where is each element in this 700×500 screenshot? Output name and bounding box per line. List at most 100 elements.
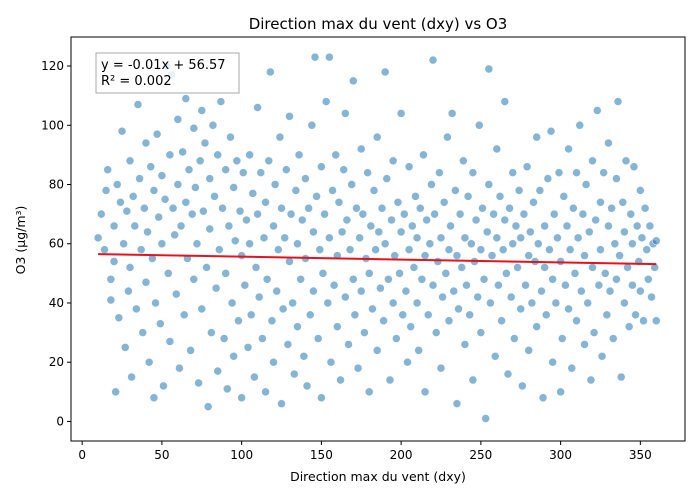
- data-point: [186, 346, 195, 355]
- data-point: [283, 340, 293, 349]
- data-point: [597, 351, 607, 361]
- data-point: [258, 334, 267, 343]
- data-point: [459, 156, 468, 166]
- data-point: [620, 298, 629, 308]
- data-point: [436, 233, 446, 243]
- data-point: [624, 322, 634, 331]
- data-point: [267, 316, 277, 326]
- data-point: [436, 363, 446, 373]
- data-point: [376, 283, 385, 293]
- data-point: [644, 274, 653, 284]
- data-point: [232, 156, 242, 166]
- data-point: [269, 221, 278, 231]
- data-point: [237, 393, 246, 403]
- data-point: [583, 298, 593, 308]
- data-point: [297, 215, 307, 225]
- data-point: [293, 239, 302, 249]
- data-point: [208, 120, 218, 130]
- data-point: [269, 357, 278, 367]
- data-point: [100, 245, 109, 254]
- data-point: [508, 239, 518, 249]
- data-point: [486, 298, 495, 308]
- data-point: [168, 203, 178, 213]
- data-point: [307, 120, 317, 130]
- data-point: [471, 215, 481, 225]
- data-point: [605, 286, 615, 296]
- data-point: [387, 215, 396, 225]
- data-point: [178, 147, 187, 157]
- data-point: [133, 100, 143, 109]
- data-point: [197, 106, 207, 115]
- x-tick-label: 200: [390, 448, 413, 462]
- data-point: [345, 245, 355, 254]
- data-point: [395, 269, 404, 278]
- data-point: [341, 292, 350, 302]
- data-point: [192, 239, 202, 249]
- data-point: [415, 203, 425, 213]
- data-point: [195, 156, 205, 166]
- data-point: [203, 402, 213, 411]
- data-point: [608, 334, 618, 343]
- data-point: [490, 351, 500, 361]
- data-point: [333, 322, 342, 331]
- data-point: [171, 289, 181, 299]
- data-point: [331, 150, 341, 160]
- data-point: [474, 120, 484, 130]
- data-point: [382, 174, 392, 183]
- x-tick-label: 350: [629, 448, 652, 462]
- data-point: [420, 387, 430, 397]
- annotation-equation: y = -0.01x + 56.57: [101, 58, 226, 73]
- y-axis-label: O3 (µg/m³): [13, 206, 28, 275]
- data-point: [229, 183, 238, 192]
- data-point: [632, 221, 642, 231]
- data-point: [651, 316, 661, 326]
- data-point: [548, 274, 557, 284]
- data-point: [577, 286, 586, 296]
- data-point: [636, 286, 645, 296]
- data-point: [235, 206, 245, 216]
- data-point: [132, 304, 141, 314]
- data-point: [135, 174, 144, 183]
- data-point: [463, 192, 473, 201]
- data-point: [364, 269, 374, 278]
- data-point: [119, 239, 128, 249]
- data-point: [205, 224, 215, 234]
- data-point: [476, 328, 486, 337]
- data-point: [189, 274, 199, 284]
- regression-annotation: y = -0.01x + 56.57 R² = 0.002: [95, 52, 240, 94]
- data-point: [230, 236, 240, 246]
- data-point: [476, 245, 486, 254]
- annotation-box: [95, 52, 240, 94]
- data-point: [369, 186, 379, 195]
- data-point: [197, 304, 207, 314]
- data-point: [502, 269, 511, 278]
- data-point: [288, 298, 297, 308]
- data-point: [350, 310, 360, 320]
- data-point: [211, 283, 221, 293]
- data-point: [390, 251, 400, 260]
- data-point: [253, 209, 262, 219]
- data-point: [457, 263, 467, 272]
- data-point: [500, 97, 510, 106]
- data-point: [315, 245, 325, 254]
- data-point: [537, 286, 546, 296]
- data-point: [492, 233, 502, 243]
- data-point: [156, 319, 165, 329]
- data-point: [199, 206, 208, 216]
- data-point: [482, 227, 492, 237]
- data-point: [293, 322, 302, 331]
- data-point: [353, 363, 363, 373]
- data-point: [348, 274, 358, 284]
- data-point: [103, 165, 112, 174]
- data-point: [221, 269, 230, 278]
- data-point: [304, 203, 313, 213]
- data-point: [101, 186, 111, 195]
- data-point: [388, 298, 398, 308]
- data-point: [336, 375, 345, 385]
- data-point: [651, 236, 661, 246]
- data-point: [339, 165, 349, 174]
- data-point: [570, 269, 580, 278]
- data-point: [254, 292, 264, 302]
- data-point: [572, 316, 581, 326]
- x-tick-label: 50: [154, 448, 169, 462]
